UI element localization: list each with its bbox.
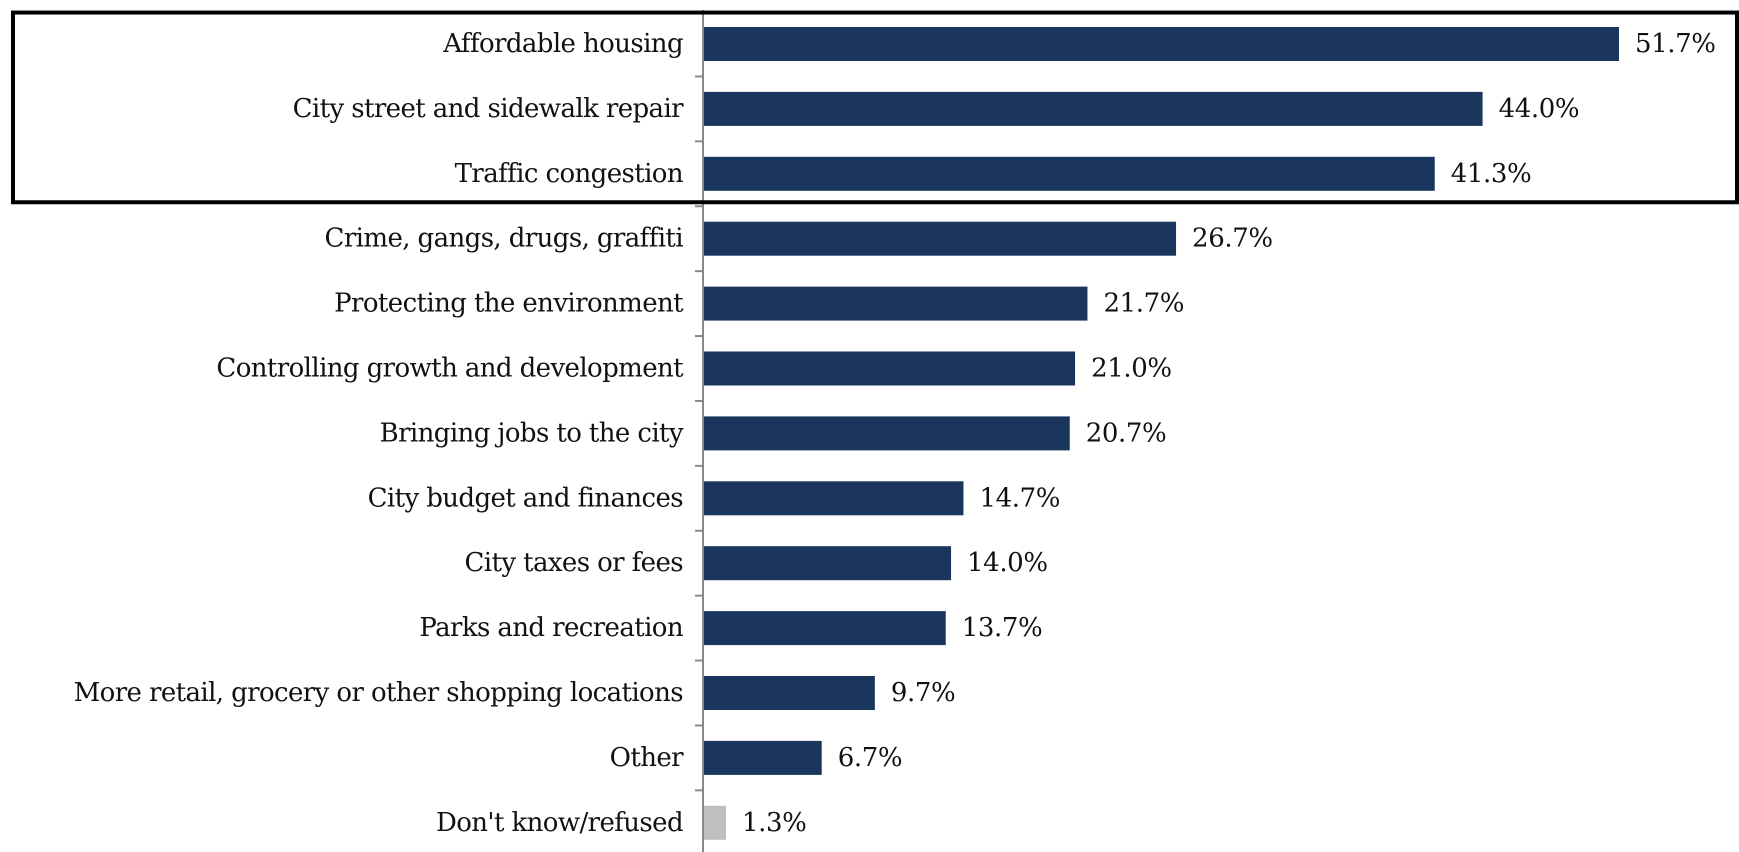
data-label: 14.0%: [967, 548, 1048, 578]
labels-layer: Affordable housing 51.7% City street and s…: [74, 29, 1716, 838]
category-label: City street and sidewalk repair: [293, 94, 685, 124]
category-label: City budget and finances: [368, 483, 684, 513]
data-label: 13.7%: [962, 613, 1043, 643]
bar: [703, 286, 1088, 321]
bar: [703, 351, 1076, 386]
category-label: Parks and recreation: [419, 613, 683, 643]
bar: [703, 546, 952, 581]
bar: [703, 805, 727, 840]
bar: [703, 740, 822, 775]
category-label: More retail, grocery or other shopping l…: [74, 678, 684, 708]
category-label: Protecting the environment: [334, 289, 684, 319]
category-label: Controlling growth and development: [216, 354, 684, 384]
bar: [703, 611, 946, 646]
category-label: Traffic congestion: [455, 159, 684, 189]
data-label: 6.7%: [838, 743, 902, 773]
data-label: 14.7%: [979, 483, 1060, 513]
data-label: 1.3%: [742, 808, 806, 838]
bar: [703, 221, 1177, 256]
bars-layer: [703, 27, 1619, 840]
category-label: Don't know/refused: [436, 808, 683, 838]
data-label: 44.0%: [1499, 94, 1580, 124]
data-label: 41.3%: [1451, 159, 1532, 189]
data-label: 51.7%: [1635, 29, 1716, 59]
bar: [703, 27, 1619, 61]
bar: [703, 676, 875, 710]
category-label: Other: [610, 743, 684, 773]
data-label: 21.0%: [1091, 354, 1172, 384]
top-three-highlight-box: [11, 10, 1739, 205]
category-label: Affordable housing: [442, 29, 683, 59]
data-label: 21.7%: [1103, 289, 1184, 319]
category-label: City taxes or fees: [464, 548, 683, 578]
category-axis: [695, 10, 704, 852]
bar: [703, 91, 1483, 126]
data-label: 26.7%: [1192, 224, 1273, 254]
category-label: Crime, gangs, drugs, graffiti: [325, 224, 684, 254]
bar: [703, 156, 1435, 191]
bar: [703, 481, 964, 516]
data-label: 9.7%: [891, 678, 955, 708]
data-label: 20.7%: [1086, 418, 1167, 448]
bar: [703, 416, 1070, 451]
category-label: Bringing jobs to the city: [380, 418, 684, 448]
